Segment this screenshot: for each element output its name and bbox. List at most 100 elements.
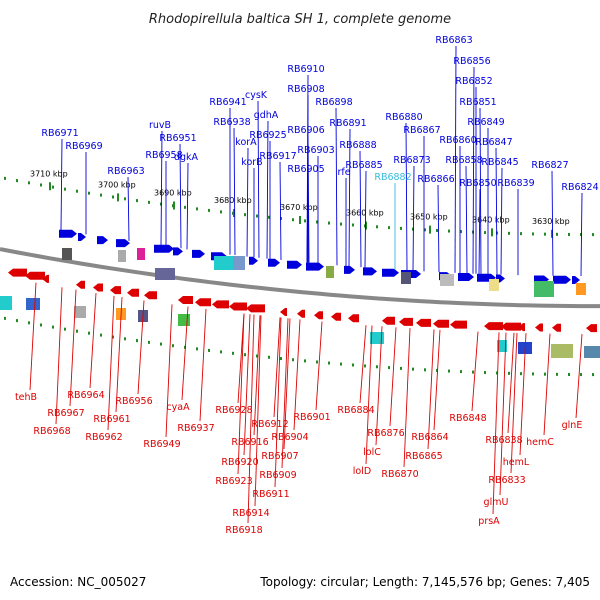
label-connector <box>471 331 479 412</box>
forward-gene-arrow <box>572 276 580 285</box>
feature-block <box>326 266 334 278</box>
feature-block <box>26 298 40 310</box>
label-connector <box>199 308 207 422</box>
label-connector <box>279 161 282 261</box>
tick-dot-top <box>400 226 402 230</box>
tick-dot-bottom <box>160 342 162 346</box>
top-gene-label: RB6866 <box>417 174 454 185</box>
tick-dot-bottom <box>556 372 558 376</box>
label-connector <box>478 188 481 274</box>
tick-dot-bottom <box>124 337 126 341</box>
label-connector <box>165 304 173 438</box>
tick-dot-bottom <box>568 372 570 376</box>
label-connector <box>283 318 291 450</box>
tick-dot-top <box>340 222 342 226</box>
reverse-gene-arrow <box>433 319 449 328</box>
tick-dot-top <box>76 189 78 193</box>
bottom-gene-label: RB6956 <box>115 396 152 407</box>
bottom-gene-label: RB6923 <box>215 476 252 487</box>
tick-dot-top <box>124 197 126 201</box>
reverse-gene-arrow <box>280 308 287 317</box>
tick-dot-top <box>448 229 450 233</box>
reverse-gene-arrow <box>382 316 395 325</box>
label-connector <box>427 329 435 450</box>
forward-gene-arrow <box>192 249 205 258</box>
top-gene-label: RB6908 <box>287 84 324 95</box>
bottom-gene-label: RB6838 <box>485 435 522 446</box>
top-gene-label: RB6898 <box>315 97 352 108</box>
tick-dot-top <box>556 232 558 236</box>
reverse-gene-arrow <box>535 323 543 332</box>
kbp-label: 3710 kbp <box>30 169 68 178</box>
tick-dot-bottom <box>232 351 234 355</box>
tick-dot-top <box>508 231 510 235</box>
bottom-gene-label: RB6914 <box>232 508 269 519</box>
label-connector <box>29 282 37 391</box>
forward-gene-arrow <box>287 260 302 269</box>
feature-block <box>534 281 554 297</box>
reverse-gene-arrow <box>297 309 305 318</box>
top-gene-label: ruvB <box>149 120 171 131</box>
reverse-gene-arrow <box>42 274 49 283</box>
tick-dot-bottom <box>388 366 390 370</box>
top-gene-label: gdhA <box>254 110 279 121</box>
bottom-gene-label: RB6884 <box>337 405 374 416</box>
tick-dot-top <box>316 220 318 224</box>
feature-block <box>370 332 384 344</box>
tick-dot-top <box>88 191 90 195</box>
label-connector <box>510 332 518 474</box>
accession-text: Accession: NC_005027 <box>10 575 146 589</box>
bottom-gene-label: hemC <box>526 437 554 448</box>
tick-dot-top <box>16 179 18 183</box>
tick-dot-bottom <box>424 368 426 372</box>
top-gene-label: RB6882 <box>374 172 411 183</box>
bottom-gene-label: RB6876 <box>367 428 404 439</box>
genome-summary-text: Topology: circular; Length: 7,145,576 bp… <box>259 575 590 589</box>
label-connector <box>315 321 323 411</box>
bottom-gene-label: RB6870 <box>381 469 418 480</box>
bottom-gene-label: RB6848 <box>449 413 486 424</box>
top-gene-label: RB6849 <box>467 117 504 128</box>
label-connector <box>274 317 282 488</box>
tick-dot-bottom <box>172 344 174 348</box>
bottom-gene-label: cyaA <box>166 402 190 413</box>
feature-block <box>489 279 499 291</box>
kbp-tick <box>429 225 431 234</box>
forward-gene-arrow <box>154 244 174 253</box>
reverse-gene-arrow <box>348 314 359 323</box>
tick-dot-bottom <box>580 373 582 377</box>
top-gene-label: RB6969 <box>65 141 102 152</box>
top-gene-label: RB6906 <box>287 125 324 136</box>
tick-dot-bottom <box>292 358 294 362</box>
tick-dot-top <box>388 226 390 230</box>
forward-gene-arrow <box>363 267 377 276</box>
bottom-gene-label: RB6909 <box>259 470 296 481</box>
top-gene-label: RB6891 <box>329 118 366 129</box>
bottom-gene-label: RB6865 <box>405 451 442 462</box>
tick-dot-top <box>64 187 66 191</box>
top-gene-label: RB6963 <box>107 166 144 177</box>
tick-dot-bottom <box>328 361 330 365</box>
tick-dot-top <box>304 219 306 223</box>
kbp-label: 3680 kbp <box>214 196 252 205</box>
tick-dot-bottom <box>196 347 198 351</box>
tick-dot-top <box>244 213 246 217</box>
top-gene-label: RB6860 <box>439 135 476 146</box>
forward-gene-arrow <box>344 265 355 274</box>
reverse-gene-arrow <box>331 312 341 321</box>
label-connector <box>403 328 411 468</box>
top-gene-label: RB6858 <box>445 155 482 166</box>
bottom-gene-label: tehB <box>15 392 37 403</box>
label-connector <box>60 138 63 231</box>
label-connector <box>69 289 77 407</box>
label-connector <box>257 100 260 258</box>
kbp-tick <box>551 229 553 238</box>
reverse-gene-arrow <box>518 323 525 332</box>
tick-dot-bottom <box>40 323 42 327</box>
tick-dot-bottom <box>268 355 270 359</box>
reverse-gene-arrow <box>76 280 85 289</box>
reverse-gene-arrow <box>195 298 211 307</box>
label-connector <box>507 332 515 434</box>
tick-dot-top <box>544 232 546 236</box>
label-connector <box>359 150 362 268</box>
